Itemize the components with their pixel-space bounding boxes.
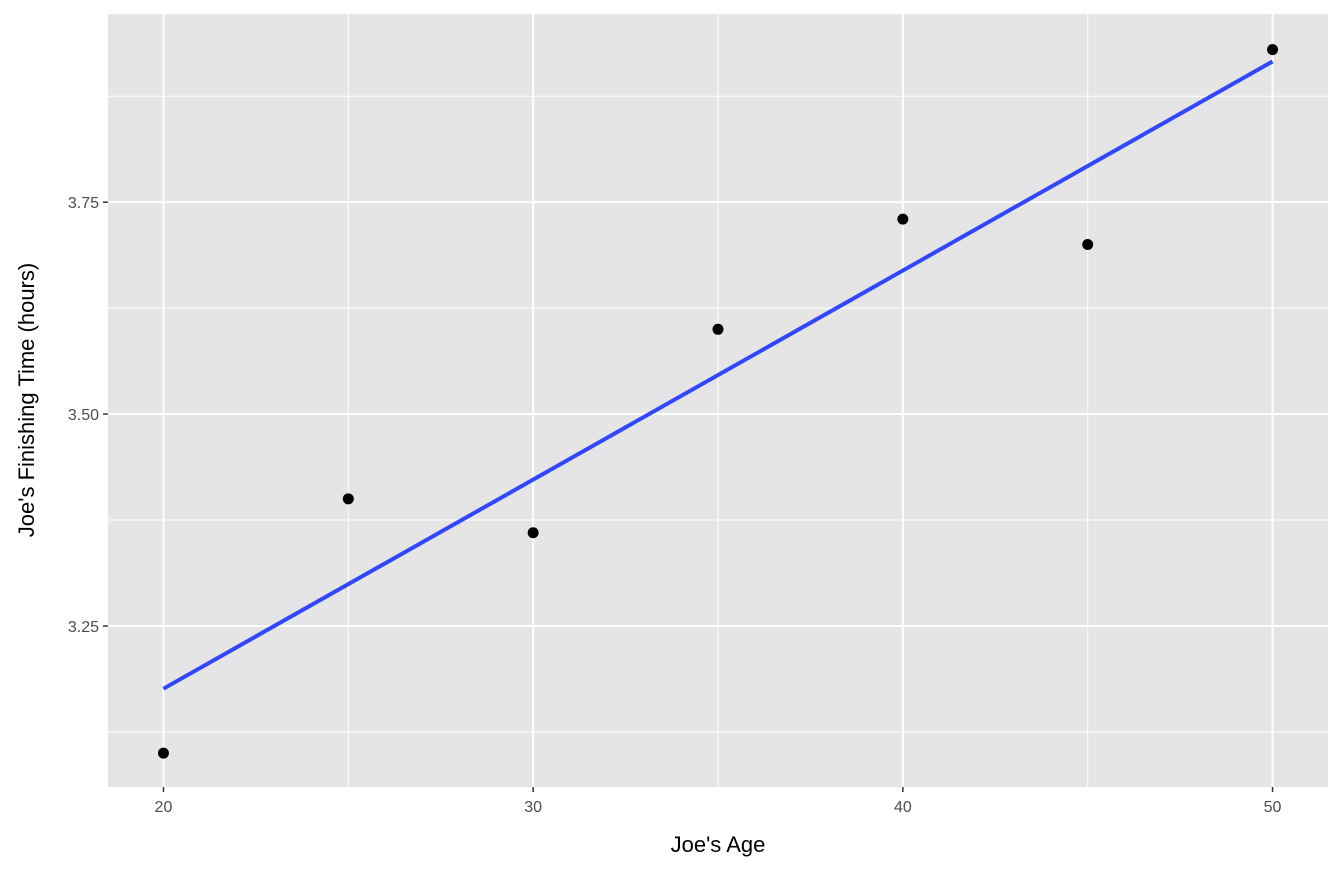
x-tick-label: 50 <box>1264 799 1282 816</box>
data-point <box>712 323 724 335</box>
data-point <box>897 213 909 225</box>
y-tick-label: 3.25 <box>68 619 99 636</box>
x-axis-title: Joe's Age <box>671 832 766 857</box>
x-tick-label: 30 <box>524 799 542 816</box>
trend-line-group <box>162 59 1274 691</box>
axes: 20 30 40 50 3.25 3.50 3.75 <box>68 195 1282 816</box>
x-tick-label: 20 <box>155 799 173 816</box>
y-tick-label: 3.75 <box>68 195 99 212</box>
data-point <box>527 527 539 539</box>
gridlines <box>108 14 1328 787</box>
x-tick-label: 40 <box>894 799 912 816</box>
y-axis-title: Joe's Finishing Time (hours) <box>14 263 39 537</box>
data-point <box>157 747 169 759</box>
data-points <box>157 44 1279 759</box>
data-point <box>1267 44 1279 56</box>
data-point <box>1082 239 1094 251</box>
trend-line <box>162 59 1274 691</box>
y-tick-label: 3.50 <box>68 407 99 424</box>
data-point <box>342 493 354 505</box>
